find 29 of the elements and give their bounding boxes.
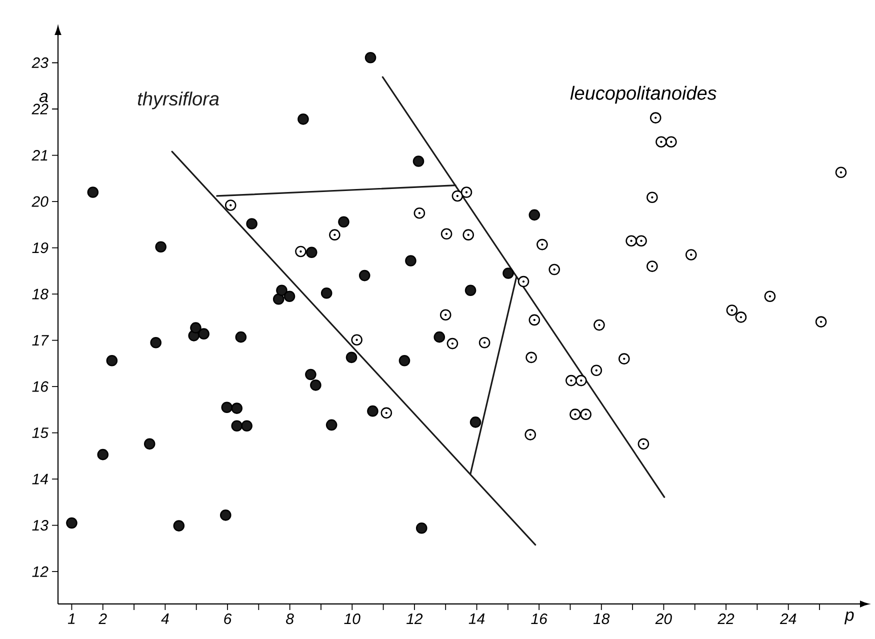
y-tick-label: 23 (32, 57, 48, 68)
x-tick-label: 1 (68, 614, 75, 624)
x-tick-label: 20 (655, 614, 672, 624)
series-label: leucopolitanoides (570, 86, 716, 104)
x-tick-label: 24 (780, 614, 796, 624)
text: thyrsiflora (138, 92, 219, 110)
y-tick-label: 21 (32, 150, 48, 160)
x-tick-label: 10 (344, 614, 360, 624)
y-tick-label: 12 (32, 566, 48, 577)
y-tick-label: 17 (32, 335, 49, 346)
y-tick-label: 15 (32, 428, 49, 438)
y-axis-title: a (39, 92, 48, 102)
y-tick-label: 14 (32, 474, 48, 484)
y-tick-label: 22 (32, 104, 48, 114)
x-tick-label: 16 (531, 614, 548, 624)
x-tick-label: 8 (286, 614, 294, 624)
x-tick-label: 22 (718, 614, 734, 624)
y-tick-label: 20 (32, 196, 48, 207)
y-tick-label: 19 (32, 242, 48, 254)
x-tick-label: 2 (98, 614, 107, 624)
x-axis-title: p (844, 612, 854, 624)
x-tick-label: 4 (161, 614, 169, 624)
x-tick-label: 6 (224, 614, 232, 624)
y-tick-label: 16 (32, 381, 48, 392)
x-tick-label: 14 (468, 614, 485, 624)
x-tick-label: 12 (406, 614, 423, 624)
x-tick-label: 18 (593, 614, 610, 624)
y-tick-label: 18 (32, 288, 48, 300)
y-tick-label: 13 (32, 520, 48, 531)
